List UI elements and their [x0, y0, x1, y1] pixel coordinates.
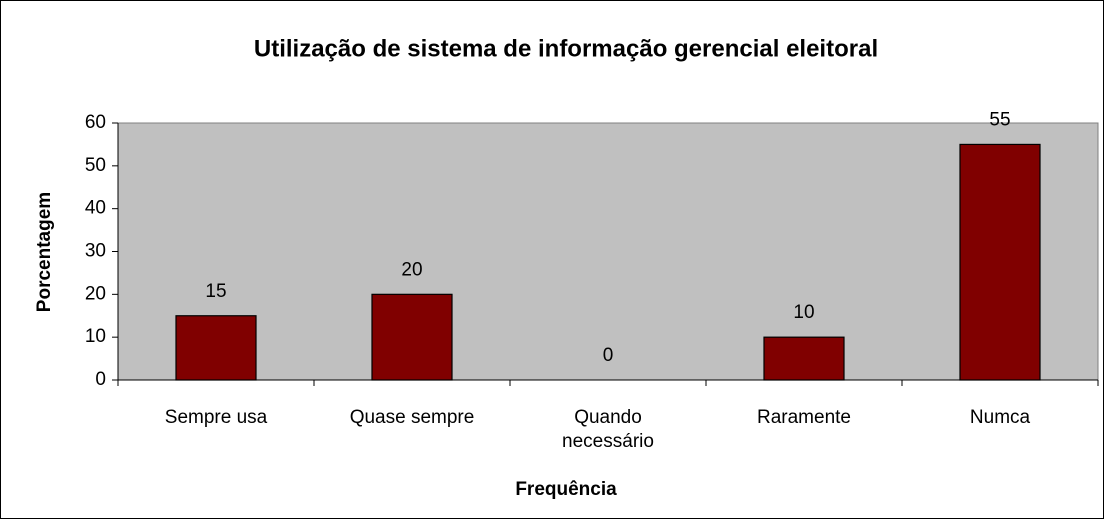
bar	[763, 336, 845, 381]
bar	[371, 293, 453, 381]
data-label: 0	[603, 345, 614, 366]
chart-title: Utilização de sistema de informação gere…	[254, 35, 878, 62]
x-axis-title: Frequência	[515, 479, 617, 500]
y-axis-title: Porcentagem	[34, 192, 55, 312]
bar	[175, 315, 257, 381]
x-tick-label: Quase sempre	[350, 407, 475, 428]
data-label: 15	[205, 281, 226, 302]
data-label: 55	[989, 109, 1010, 130]
plot-area	[117, 122, 1099, 381]
y-tick-label: 30	[85, 241, 106, 262]
bar	[959, 143, 1041, 381]
x-tick-label: Quando necessário	[562, 407, 654, 452]
x-tick-label: Numca	[970, 407, 1031, 428]
y-tick-label: 0	[95, 369, 106, 390]
x-tick-label: Raramente	[757, 407, 851, 428]
data-label: 20	[401, 259, 422, 280]
y-tick-label: 20	[85, 283, 106, 304]
y-tick-label: 50	[85, 155, 106, 176]
y-tick-label: 40	[85, 198, 106, 219]
data-label: 10	[793, 302, 814, 323]
x-tick-label: Sempre usa	[165, 407, 268, 428]
y-tick-label: 60	[85, 112, 106, 133]
y-tick-label: 10	[85, 326, 106, 347]
